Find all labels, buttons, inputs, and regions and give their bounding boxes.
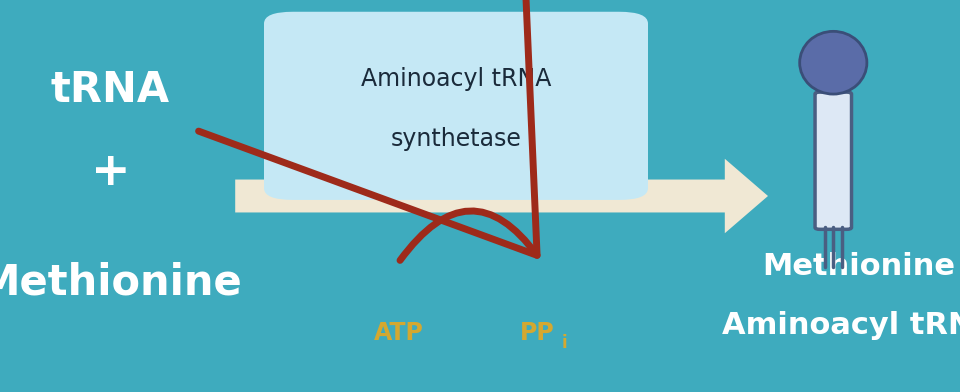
FancyBboxPatch shape [815,92,852,229]
FancyArrowPatch shape [199,0,537,260]
FancyBboxPatch shape [264,12,648,200]
Text: tRNA: tRNA [51,69,170,111]
Ellipse shape [800,31,867,94]
Text: ATP: ATP [373,321,423,345]
Text: Methionine: Methionine [762,252,956,281]
Text: synthetase: synthetase [391,127,521,151]
Text: Aminoacyl tRNA: Aminoacyl tRNA [361,67,551,91]
Text: +: + [90,150,131,195]
Polygon shape [235,159,768,233]
Text: i: i [562,334,567,352]
Text: Methionine: Methionine [0,261,242,303]
Text: PP: PP [520,321,555,345]
Text: Aminoacyl tRNA: Aminoacyl tRNA [722,311,960,340]
